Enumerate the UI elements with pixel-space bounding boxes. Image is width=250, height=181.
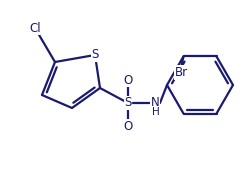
Text: O: O: [124, 73, 132, 87]
Text: N: N: [150, 96, 160, 110]
Text: S: S: [91, 49, 99, 62]
Text: Cl: Cl: [29, 22, 41, 35]
Text: H: H: [152, 107, 160, 117]
Text: Br: Br: [175, 66, 188, 79]
Text: O: O: [124, 119, 132, 132]
Text: S: S: [124, 96, 132, 110]
